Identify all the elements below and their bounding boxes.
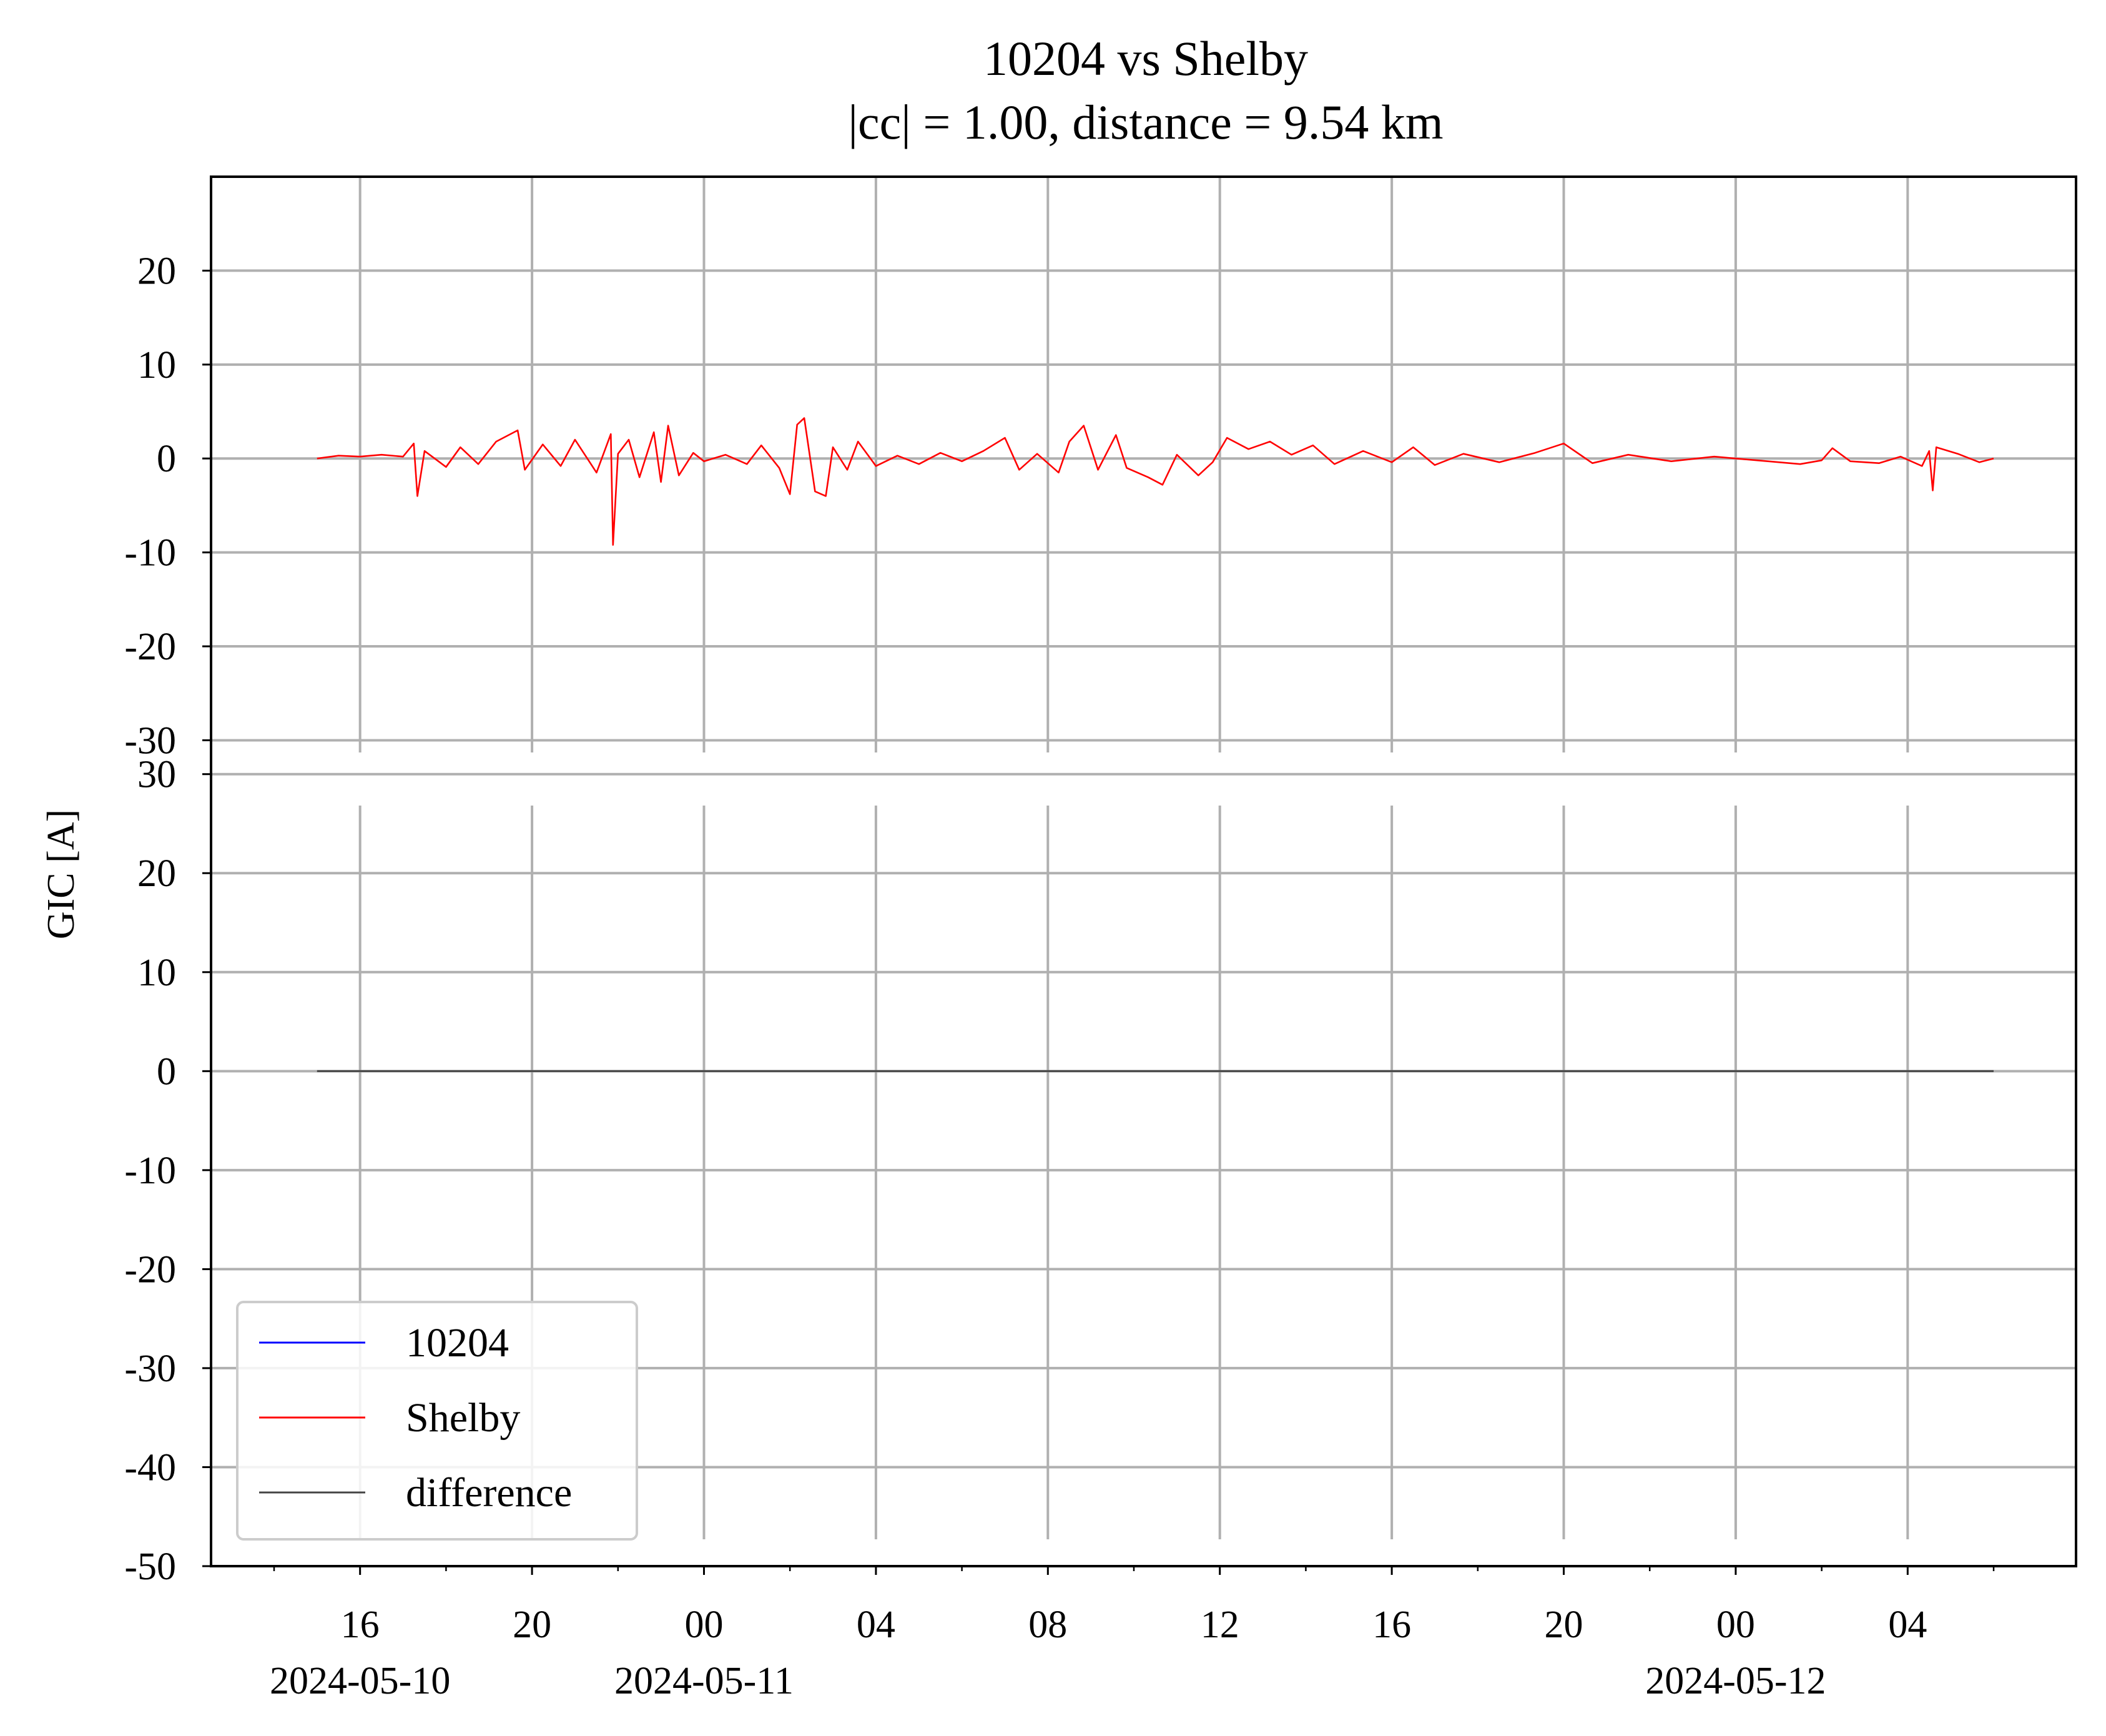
y-tick-label: -10 [124,532,176,575]
y-tick-label: -20 [124,1248,176,1291]
x-tick-label: 04 [1888,1604,1927,1646]
y-tick-label: -50 [124,1546,176,1588]
y-tick-label: -40 [124,1446,176,1489]
x-tick-label: 04 [857,1604,895,1646]
x-tick-label: 20 [513,1604,551,1646]
chart-title: 10204 vs Shelby [983,31,1308,86]
y-tick-label: 10 [137,344,176,387]
x-tick-label: 20 [1545,1604,1583,1646]
x-tick-label: 16 [1372,1604,1411,1646]
x-tick-label: 00 [1716,1604,1755,1646]
plot-frame [210,175,2077,1567]
legend-label: 10204 [406,1320,509,1366]
x-date-label: 2024-05-10 [270,1660,450,1702]
y-tick-label: 20 [137,250,176,292]
y-tick-label: 10 [137,952,176,994]
x-tick-label: 16 [341,1604,380,1646]
legend-box [236,1301,638,1541]
x-date-label: 2024-05-11 [614,1660,794,1702]
y-tick-label: 30 [137,754,176,796]
series-line-shelby [317,417,1994,546]
y-tick-label: -10 [124,1150,176,1192]
y-tick-label: 0 [157,438,176,480]
axes: -30 -20 -10 0 10 20 -50 -40 -30 -20 -10 0 10 20 30 16 20… [124,175,2077,1702]
x-date-label: 2024-05-12 [1645,1660,1826,1702]
x-tick-label: 12 [1201,1604,1239,1646]
legend-label: Shelby [406,1395,520,1441]
chart-subtitle: |cc| = 1.00, distance = 9.54 km [848,95,1443,149]
legend-label: difference [406,1470,572,1516]
y-tick-label: -20 [124,626,176,668]
y-tick-label: 0 [157,1050,176,1093]
y-axis-label: GIC [A] [40,809,82,939]
y-tick-label: 20 [137,852,176,895]
y-tick-label: -30 [124,719,176,762]
data-lines [317,417,1994,1072]
y-tick-label: -30 [124,1348,176,1390]
grid-lines [211,177,2076,1567]
x-tick-label: 08 [1028,1604,1067,1646]
legend: 10204 Shelby difference [236,1301,638,1541]
x-tick-label: 00 [684,1604,723,1646]
